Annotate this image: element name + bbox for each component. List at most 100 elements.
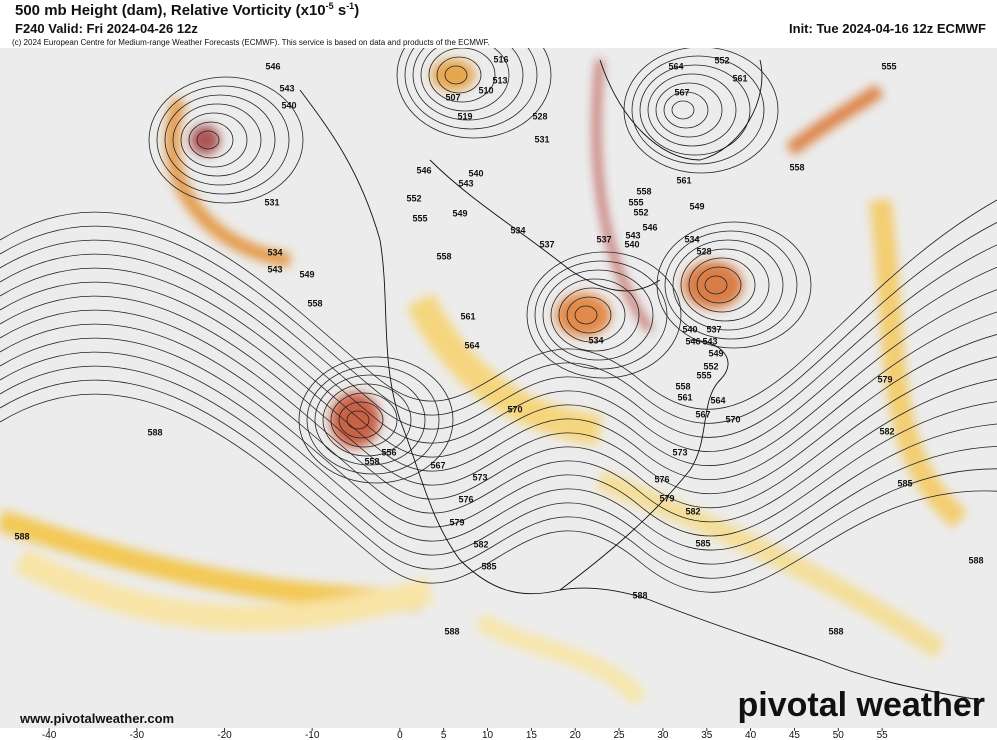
contour-line — [542, 269, 654, 361]
contour-label: 570 — [507, 404, 522, 414]
contour-line — [196, 130, 220, 150]
contour-line — [330, 392, 398, 448]
contour-line — [338, 401, 384, 439]
contour-line — [298, 356, 454, 484]
contour-label: 534 — [684, 234, 699, 244]
colorbar-tick-label: -30 — [130, 730, 145, 740]
colorbar-background — [0, 728, 997, 740]
contour-line — [566, 296, 612, 334]
contour-label: 540 — [468, 168, 483, 178]
contour-label: 561 — [732, 73, 747, 83]
contour-line — [314, 374, 426, 466]
contour-label: 540 — [682, 324, 697, 334]
contour-label: 552 — [714, 55, 729, 65]
contour-label: 537 — [596, 234, 611, 244]
contour-label: 540 — [281, 100, 296, 110]
contour-label: 555 — [628, 197, 643, 207]
contour-label: 582 — [473, 539, 488, 549]
contour-line — [0, 323, 997, 523]
contour-label: 558 — [307, 298, 322, 308]
contour-label: 585 — [481, 561, 496, 571]
contour-label: 552 — [703, 361, 718, 371]
contour-line — [639, 64, 751, 156]
contour-label: 543 — [267, 264, 282, 274]
contour-label: 549 — [689, 201, 704, 211]
contour-label: 558 — [675, 381, 690, 391]
contour-label: 546 — [265, 61, 280, 71]
contour-label: 588 — [444, 626, 459, 636]
contour-label: 567 — [695, 409, 710, 419]
contour-line — [526, 251, 682, 379]
contour-line — [172, 103, 262, 177]
contour-line — [306, 365, 440, 475]
contour-line — [0, 309, 997, 509]
contour-label: 549 — [452, 208, 467, 218]
contour-label: 576 — [654, 474, 669, 484]
height-contours — [0, 11, 997, 593]
colorbar-tick-label: 40 — [745, 730, 757, 740]
contour-label: 588 — [968, 555, 983, 565]
colorbar-tick-label: 30 — [657, 730, 669, 740]
contour-label: 537 — [539, 239, 554, 249]
contour-line — [346, 410, 370, 430]
colorbar-tick-label: 45 — [789, 730, 801, 740]
contour-label: 528 — [696, 246, 711, 256]
colorbar-tick-label: -20 — [217, 730, 232, 740]
contour-label: 585 — [695, 538, 710, 548]
contour-label: 546 — [642, 222, 657, 232]
contour-label: 552 — [633, 207, 648, 217]
contour-line — [680, 248, 770, 322]
contour-label: 576 — [458, 494, 473, 504]
contour-line — [534, 260, 668, 370]
colorbar-tick-label: -40 — [42, 730, 57, 740]
contour-label: 585 — [897, 478, 912, 488]
contour-line — [156, 85, 290, 195]
contour-label: 582 — [685, 506, 700, 516]
contour-label: 537 — [706, 324, 721, 334]
contour-label: 579 — [877, 374, 892, 384]
contour-line — [444, 65, 468, 85]
contour-label: 531 — [264, 197, 279, 207]
contour-line — [574, 305, 598, 325]
contour-label: 534 — [510, 225, 525, 235]
contour-line — [0, 281, 997, 481]
contour-label: 588 — [14, 531, 29, 541]
contour-line — [671, 100, 695, 120]
website[interactable]: www.pivotalweather.com — [19, 711, 174, 726]
contour-line — [436, 56, 482, 94]
contour-line — [656, 221, 812, 349]
vorticity-field — [0, 59, 968, 706]
contour-label: 579 — [449, 517, 464, 527]
colorbar-tick-label: 20 — [570, 730, 582, 740]
title: 500 mb Height (dam), Relative Vorticity … — [15, 1, 359, 19]
contour-label: 573 — [672, 447, 687, 457]
init-time: Init: Tue 2024-04-16 12z ECMWF — [789, 21, 986, 36]
contour-label: 519 — [457, 111, 472, 121]
contour-label: 564 — [668, 61, 683, 71]
contour-label: 556 — [381, 447, 396, 457]
contour-line — [558, 287, 626, 343]
contour-label: 543 — [458, 178, 473, 188]
contour-label: 573 — [472, 472, 487, 482]
contour-line — [0, 379, 997, 579]
contour-line — [688, 257, 756, 313]
contour-label: 558 — [364, 456, 379, 466]
contour-line — [647, 73, 737, 147]
contour-label: 588 — [632, 590, 647, 600]
contour-label: 546 — [685, 336, 700, 346]
contour-line — [631, 55, 765, 165]
copyright: (c) 2024 European Centre for Medium-rang… — [12, 38, 490, 47]
contour-line — [148, 76, 304, 204]
contour-label: 546 — [416, 165, 431, 175]
contour-label: 588 — [147, 427, 162, 437]
contour-line — [180, 112, 248, 168]
contour-label: 507 — [445, 92, 460, 102]
contour-label: 558 — [789, 162, 804, 172]
header-background — [0, 0, 997, 48]
contour-label: 528 — [532, 111, 547, 121]
contour-label: 555 — [412, 213, 427, 223]
contour-label: 582 — [879, 426, 894, 436]
contour-label: 555 — [881, 61, 896, 71]
